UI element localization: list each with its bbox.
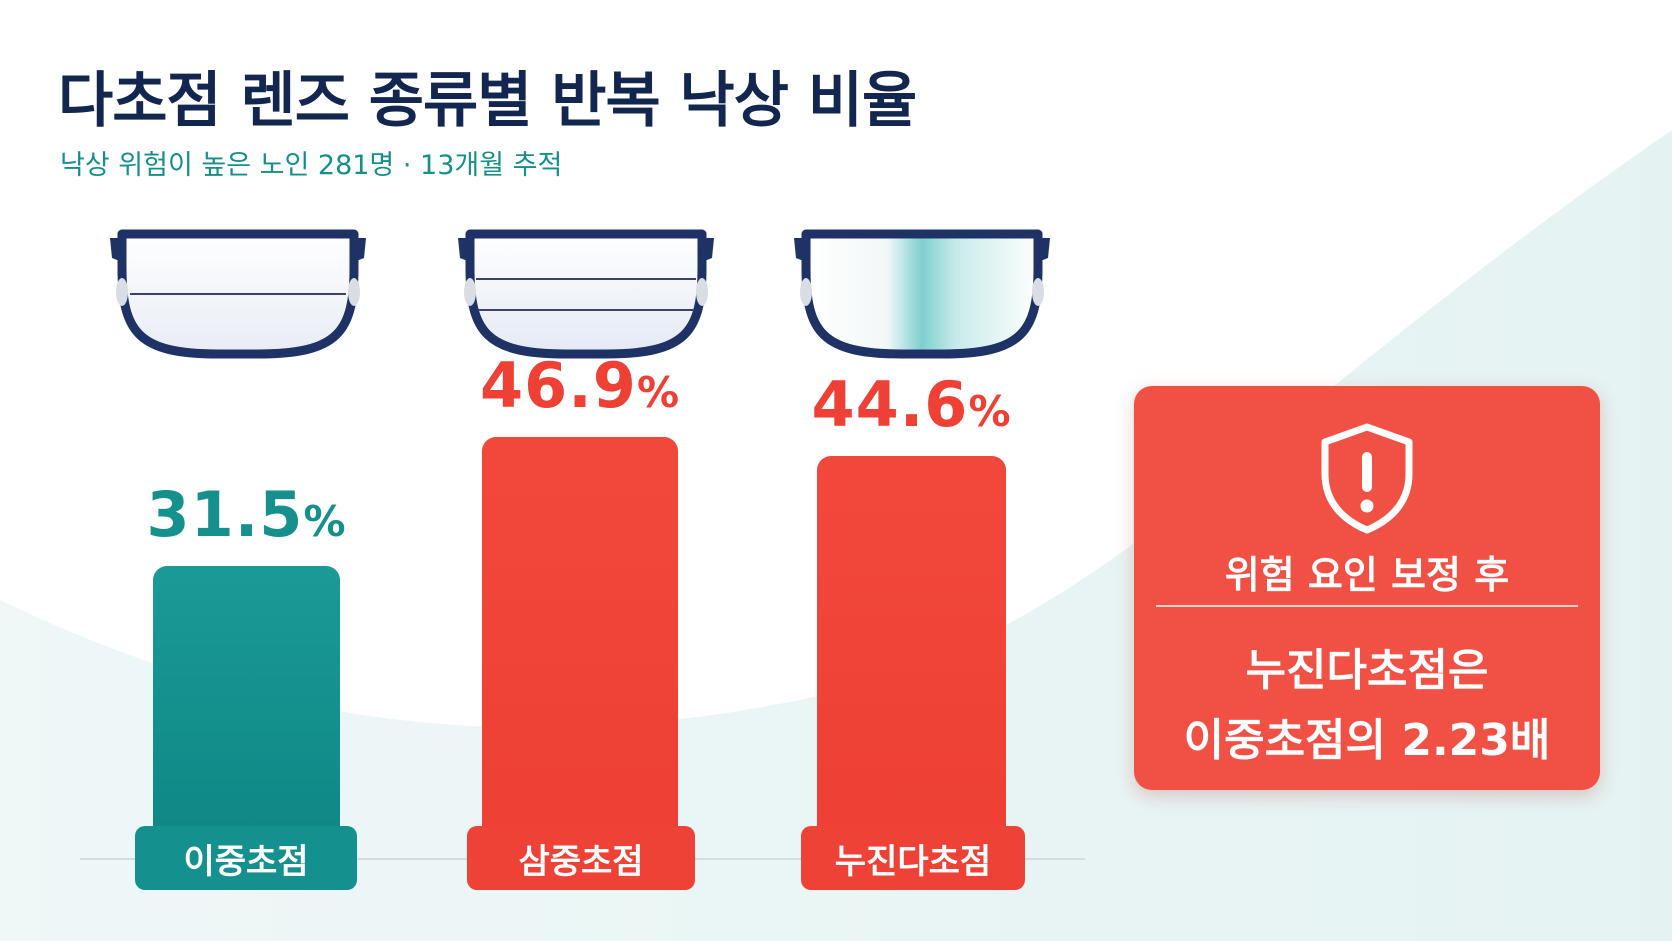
- value-label-trifocal: 46.9%: [450, 349, 710, 422]
- value-number: 46.9: [479, 348, 637, 422]
- callout-heading: 위험 요인 보정 후: [1224, 553, 1510, 597]
- value-label-progressive: 44.6%: [782, 368, 1042, 441]
- shield-alert-icon: [1321, 423, 1413, 534]
- category-label-bifocal: 이중초점: [135, 826, 357, 890]
- value-unit: %: [968, 387, 1012, 437]
- value-number: 44.6: [811, 368, 969, 442]
- callout-divider: [1156, 605, 1578, 607]
- callout-line-2: 이중초점의 2.23배: [1183, 715, 1551, 766]
- category-label-progressive: 누진다초점: [801, 826, 1025, 890]
- value-unit: %: [303, 496, 347, 546]
- value-label-bifocal: 31.5%: [117, 478, 377, 551]
- trifocal-glasses-icon: [458, 229, 714, 359]
- adjusted-risk-callout: 위험 요인 보정 후 누진다초점은 이중초점의 2.23배: [1134, 386, 1600, 790]
- bar-trifocal: [482, 436, 678, 829]
- category-label-trifocal: 삼중초점: [467, 826, 695, 890]
- page-title: 다초점 렌즈 종류별 반복 낙상 비율: [58, 66, 917, 136]
- callout-line-1: 누진다초점은: [1245, 645, 1489, 696]
- progressive-glasses-icon: [794, 229, 1050, 359]
- bar-bifocal: [153, 565, 340, 829]
- bifocal-glasses-icon: [110, 229, 366, 359]
- bar-progressive: [817, 456, 1006, 829]
- value-number: 31.5: [146, 477, 304, 551]
- page-subtitle: 낙상 위험이 높은 노인 281명 · 13개월 추적: [60, 150, 563, 181]
- value-unit: %: [636, 367, 681, 417]
